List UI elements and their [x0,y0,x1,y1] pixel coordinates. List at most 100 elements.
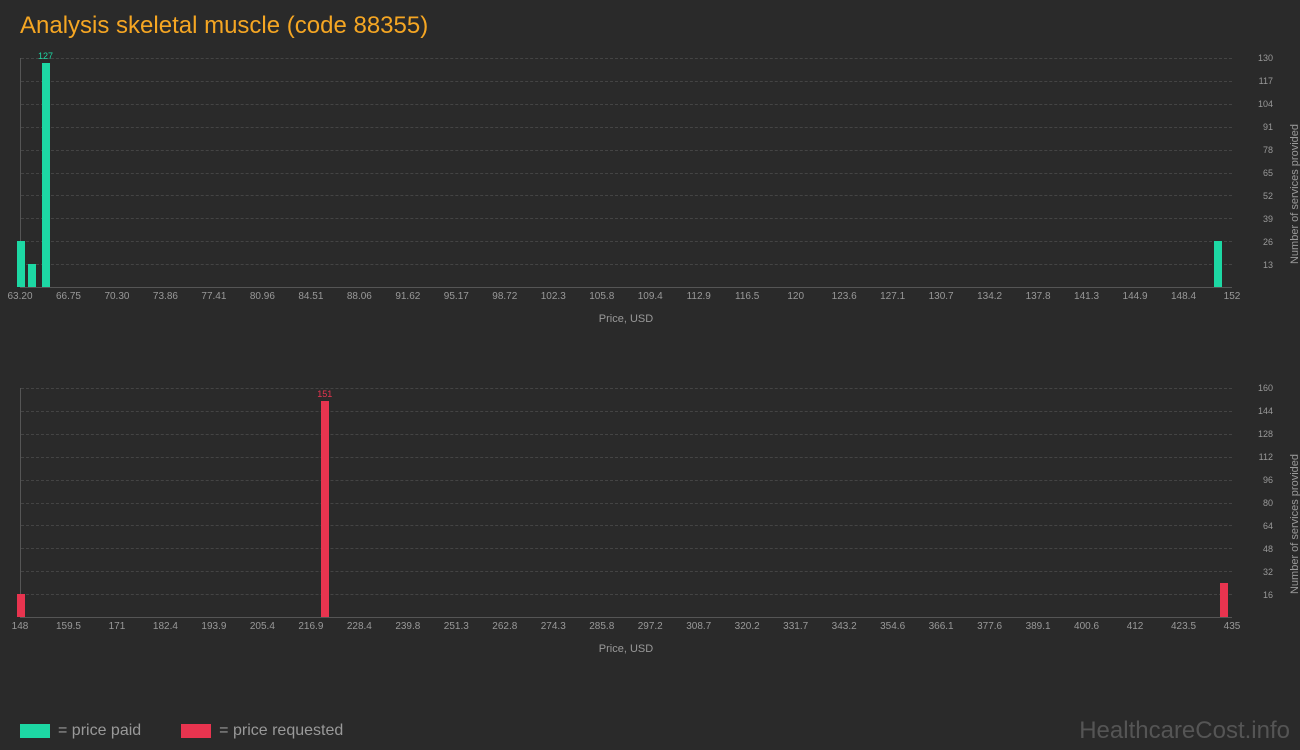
bar [17,241,25,287]
x-tick: 127.1 [880,291,905,302]
x-tick: 77.41 [201,291,226,302]
chart1-x-label: Price, USD [20,313,1232,325]
x-tick: 216.9 [298,621,323,632]
legend-swatch-requested [181,724,211,738]
page-title: Analysis skeletal muscle (code 88355) [0,0,1300,48]
x-tick: 354.6 [880,621,905,632]
gridline [21,503,1232,504]
x-tick: 193.9 [201,621,226,632]
legend-item-requested: = price requested [181,722,343,740]
y-tick: 96 [1263,475,1273,485]
y-tick: 48 [1263,544,1273,554]
x-tick: 70.30 [104,291,129,302]
x-tick: 98.72 [492,291,517,302]
x-tick: 205.4 [250,621,275,632]
x-tick: 141.3 [1074,291,1099,302]
x-tick: 73.86 [153,291,178,302]
gridline [21,264,1232,265]
x-tick: 66.75 [56,291,81,302]
gridline [21,218,1232,219]
x-tick: 285.8 [589,621,614,632]
x-tick: 412 [1127,621,1144,632]
x-tick: 88.06 [347,291,372,302]
x-tick: 105.8 [589,291,614,302]
x-tick: 331.7 [783,621,808,632]
y-tick: 16 [1263,590,1273,600]
bar [42,63,50,287]
y-tick: 128 [1258,429,1273,439]
y-tick: 32 [1263,567,1273,577]
x-tick: 148 [12,621,29,632]
gridline [21,594,1232,595]
x-tick: 182.4 [153,621,178,632]
x-tick: 80.96 [250,291,275,302]
bar [321,401,329,617]
bar-label: 127 [38,51,53,61]
charts-wrapper: 127 63.2066.7570.3073.8677.4180.9684.518… [20,48,1250,658]
bar-label: 151 [317,389,332,399]
legend-item-paid: = price paid [20,722,141,740]
legend-swatch-paid [20,724,50,738]
x-tick: 366.1 [929,621,954,632]
gridline [21,241,1232,242]
y-tick: 39 [1263,214,1273,224]
y-tick: 52 [1263,191,1273,201]
gridline [21,150,1232,151]
x-tick: 148.4 [1171,291,1196,302]
x-tick: 120 [787,291,804,302]
x-tick: 423.5 [1171,621,1196,632]
chart1-y-label: Number of services provided [1289,124,1300,264]
x-tick: 262.8 [492,621,517,632]
x-tick: 123.6 [832,291,857,302]
x-tick: 91.62 [395,291,420,302]
x-tick: 152 [1224,291,1241,302]
x-tick: 389.1 [1026,621,1051,632]
x-tick: 102.3 [541,291,566,302]
x-tick: 95.17 [444,291,469,302]
y-tick: 80 [1263,498,1273,508]
y-tick: 65 [1263,168,1273,178]
x-tick: 320.2 [735,621,760,632]
x-tick: 435 [1224,621,1241,632]
chart1-y-ticks: 13263952657891104117130 [1225,58,1255,288]
x-tick: 377.6 [977,621,1002,632]
gridline [21,548,1232,549]
x-tick: 400.6 [1074,621,1099,632]
price-requested-histogram: 151 148159.5171182.4193.9205.4216.9228.4… [20,378,1250,658]
y-tick: 160 [1258,383,1273,393]
x-tick: 109.4 [638,291,663,302]
x-tick: 171 [109,621,126,632]
y-tick: 91 [1263,122,1273,132]
x-tick: 159.5 [56,621,81,632]
chart1-plot: 127 [20,58,1232,288]
y-tick: 78 [1263,145,1273,155]
bar [1214,241,1222,287]
gridline [21,457,1232,458]
chart2-plot: 151 [20,388,1232,618]
gridline [21,173,1232,174]
x-tick: 274.3 [541,621,566,632]
chart1-x-ticks: 63.2066.7570.3073.8677.4180.9684.5188.06… [20,291,1232,306]
x-tick: 130.7 [929,291,954,302]
legend-label-paid: = price paid [58,722,141,740]
x-tick: 137.8 [1026,291,1051,302]
y-tick: 130 [1258,53,1273,63]
y-tick: 144 [1258,406,1273,416]
gridline [21,411,1232,412]
x-tick: 239.8 [395,621,420,632]
x-tick: 343.2 [832,621,857,632]
x-tick: 251.3 [444,621,469,632]
watermark: HealthcareCost.info [1079,717,1290,745]
legend: = price paid = price requested [20,722,343,740]
y-tick: 112 [1259,452,1273,462]
legend-label-requested: = price requested [219,722,343,740]
x-tick: 134.2 [977,291,1002,302]
gridline [21,104,1232,105]
x-tick: 84.51 [298,291,323,302]
x-tick: 116.5 [735,291,759,302]
x-tick: 144.9 [1123,291,1148,302]
gridline [21,81,1232,82]
chart2-x-ticks: 148159.5171182.4193.9205.4216.9228.4239.… [20,621,1232,636]
y-tick: 13 [1263,260,1273,270]
gridline [21,58,1232,59]
